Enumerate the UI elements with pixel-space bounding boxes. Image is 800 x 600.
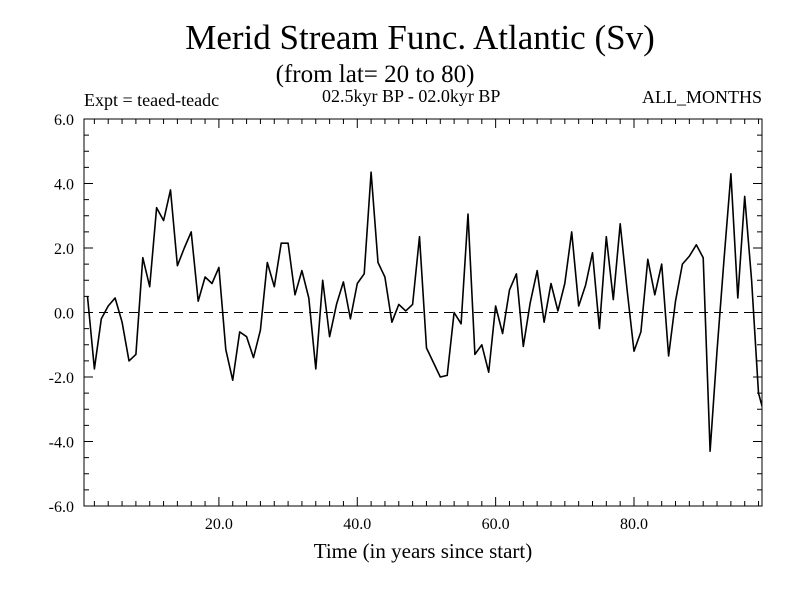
y-tick-label: 4.0 [54,177,74,194]
y-tick-label: -6.0 [49,499,74,516]
months-label: ALL_MONTHS [642,87,762,107]
x-tick-labels: 20.0 40.0 60.0 80.0 [205,516,648,533]
y-tick-label: 2.0 [54,241,74,258]
y-tick-label: -2.0 [49,370,74,387]
period-label: 02.5kyr BP - 02.0kyr BP [322,86,501,106]
experiment-label: Expt = teaed-teadc [84,90,220,110]
x-axis-label: Time (in years since start) [314,539,533,563]
y-tick-label: 6.0 [54,112,74,129]
x-tick-label: 20.0 [205,516,233,533]
x-tick-label: 60.0 [482,516,510,533]
x-tick-label: 80.0 [620,516,648,533]
y-tick-labels: -6.0 -4.0 -2.0 0.0 2.0 4.0 6.0 [49,112,74,516]
y-tick-label: 0.0 [54,306,74,323]
y-tick-label: -4.0 [49,435,74,452]
chart-title: Merid Stream Func. Atlantic (Sv) [185,18,655,57]
series-line [86,171,762,453]
plot-frame [83,118,763,507]
x-tick-label: 40.0 [343,516,371,533]
chart-subtitle: (from lat= 20 to 80) [275,61,475,88]
